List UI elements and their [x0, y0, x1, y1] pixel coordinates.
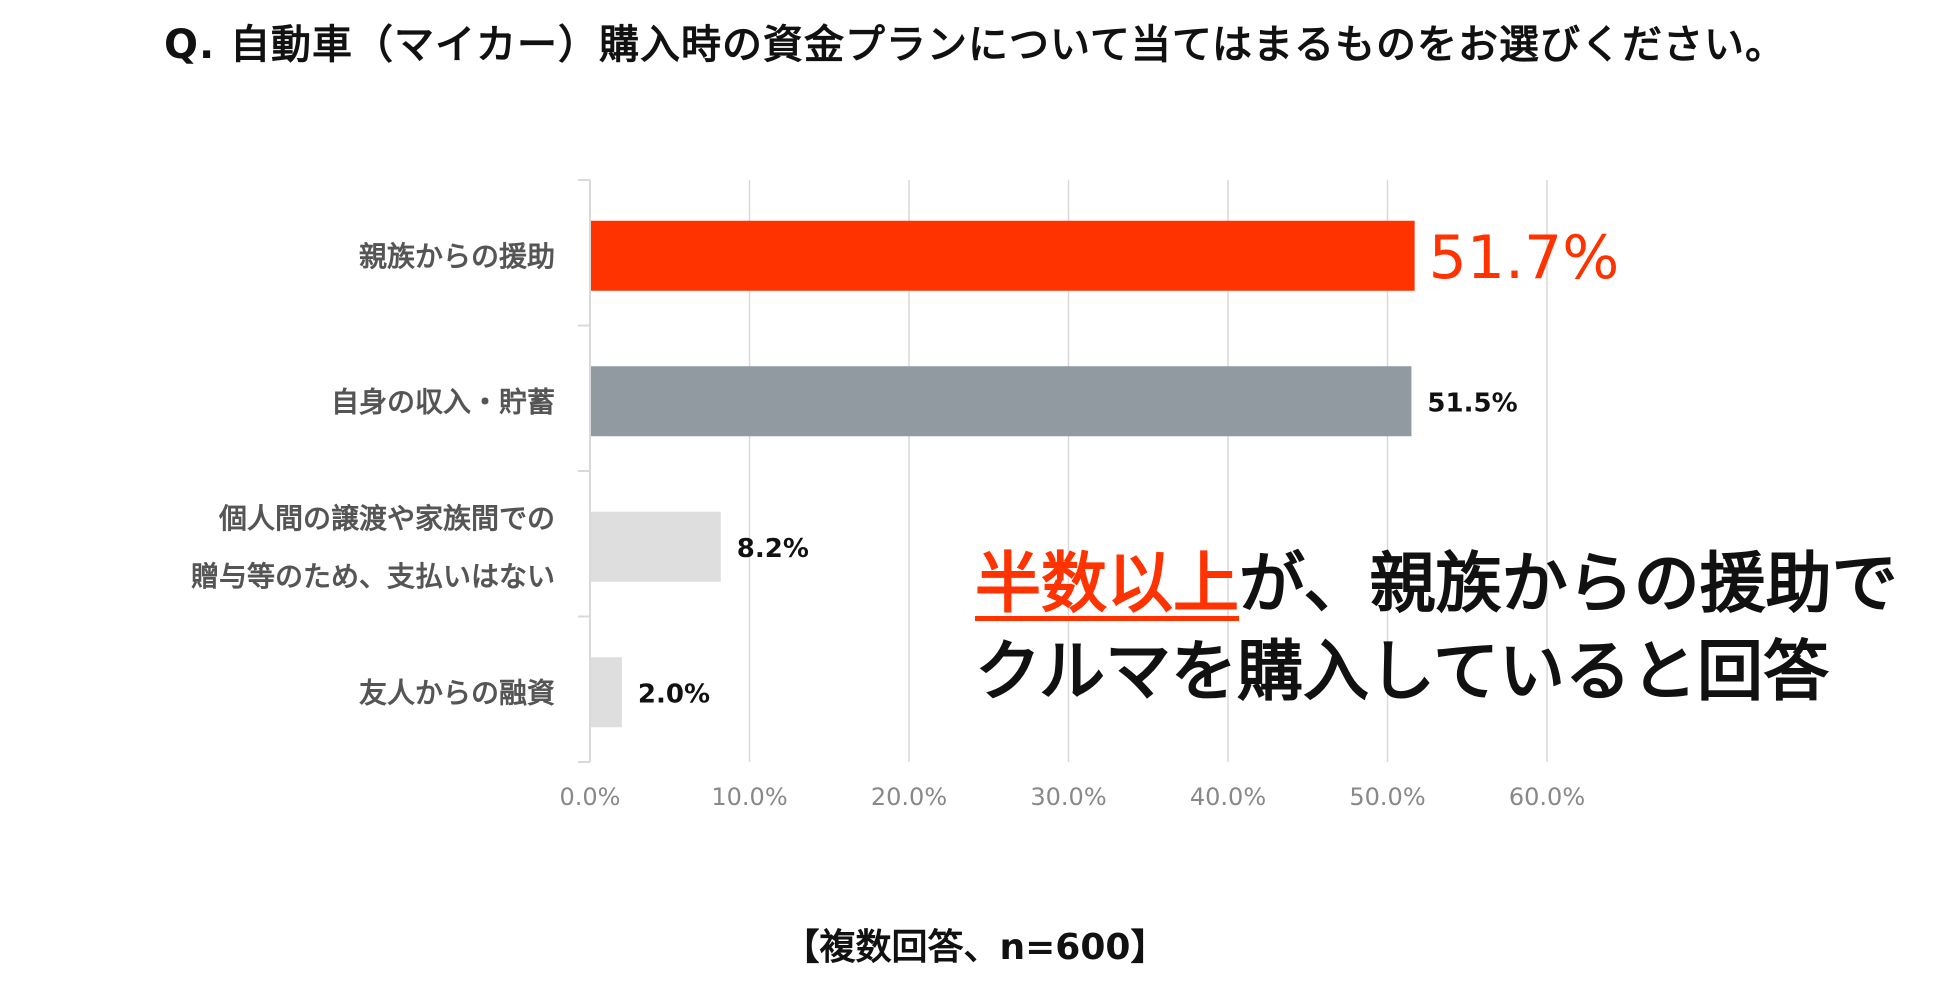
category-label: 個人間の譲渡や家族間での [218, 502, 555, 535]
callout-highlight: 半数以上 [975, 545, 1239, 622]
callout-line-1-rest: が、親族からの援助で [1239, 545, 1898, 622]
category-label: 贈与等のため、支払いはない [191, 560, 555, 593]
category-label: 親族からの援助 [359, 240, 555, 273]
x-tick-label: 30.0% [1030, 783, 1106, 811]
callout-line-1: 半数以上が、親族からの援助で [975, 540, 1898, 628]
x-tick-label: 10.0% [711, 783, 787, 811]
x-tick-label: 50.0% [1349, 783, 1425, 811]
data-label: 51.5% [1427, 388, 1517, 418]
data-label: 2.0% [638, 679, 710, 709]
category-label: 友人からの融資 [359, 676, 555, 709]
footnote: 【複数回答、n=600】 [783, 927, 1167, 968]
x-tick-label: 40.0% [1190, 783, 1266, 811]
callout-text: 半数以上が、親族からの援助で クルマを購入していると回答 [975, 540, 1898, 716]
x-tick-label: 20.0% [871, 783, 947, 811]
callout-line-2: クルマを購入していると回答 [975, 633, 1830, 710]
x-tick-label: 0.0% [560, 783, 621, 811]
page-title: Q. 自動車（マイカー）購入時の資金プランについて当てはまるものをお選びください… [163, 22, 1787, 68]
category-label: 自身の収入・貯蓄 [331, 385, 555, 418]
bar [591, 366, 1412, 437]
x-tick-label: 60.0% [1509, 783, 1585, 811]
data-label: 51.7% [1429, 223, 1620, 293]
bar [591, 511, 721, 582]
data-label: 8.2% [737, 534, 809, 564]
bar [591, 220, 1415, 291]
bar [591, 657, 622, 728]
